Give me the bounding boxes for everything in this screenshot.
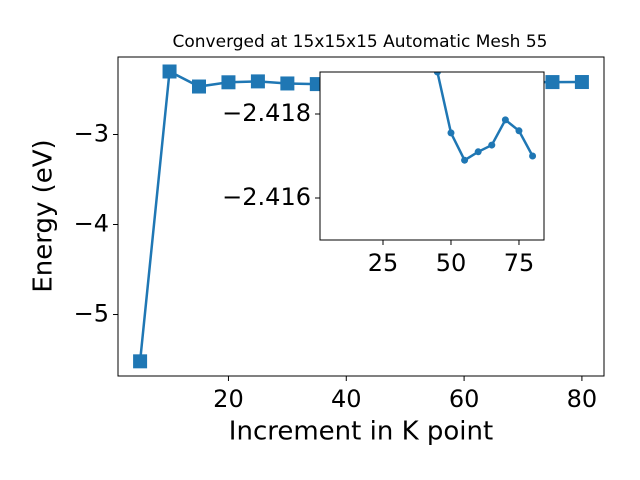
marker: [488, 141, 496, 149]
marker: [515, 127, 523, 135]
marker: [461, 156, 469, 164]
y-axis-label: Energy (eV): [29, 139, 59, 292]
x-tick-label: 40: [331, 385, 362, 413]
marker: [574, 75, 589, 90]
marker: [501, 116, 509, 124]
marker: [250, 74, 265, 89]
y-tick-label: −5: [74, 300, 109, 328]
plot-frame: [117, 56, 605, 377]
y-tick-label: −4: [74, 210, 109, 238]
x-tick-label: 60: [449, 385, 480, 413]
chart-title: Converged at 15x15x15 Automatic Mesh 55: [173, 32, 548, 52]
marker: [447, 129, 455, 137]
marker: [133, 354, 148, 369]
marker: [545, 75, 560, 90]
x-tick-label: 80: [567, 385, 598, 413]
x-tick-label: 20: [213, 385, 244, 413]
marker: [221, 75, 236, 90]
plot-background: [320, 72, 544, 240]
marker: [474, 148, 482, 156]
y-tick-label: −2.416: [222, 183, 311, 211]
y-tick-label: −2.418: [222, 99, 311, 127]
marker: [529, 152, 537, 160]
marker: [162, 64, 177, 79]
marker: [433, 72, 441, 76]
marker: [280, 76, 295, 91]
x-tick-label: 50: [436, 249, 467, 277]
x-tick-label: 75: [504, 249, 535, 277]
x-axis-label: Increment in K point: [229, 417, 493, 447]
x-tick-label: 25: [368, 249, 399, 277]
plot-frame: [319, 71, 545, 241]
y-tick-label: −3: [74, 119, 109, 147]
marker: [192, 79, 206, 94]
plot-area: [433, 72, 537, 164]
